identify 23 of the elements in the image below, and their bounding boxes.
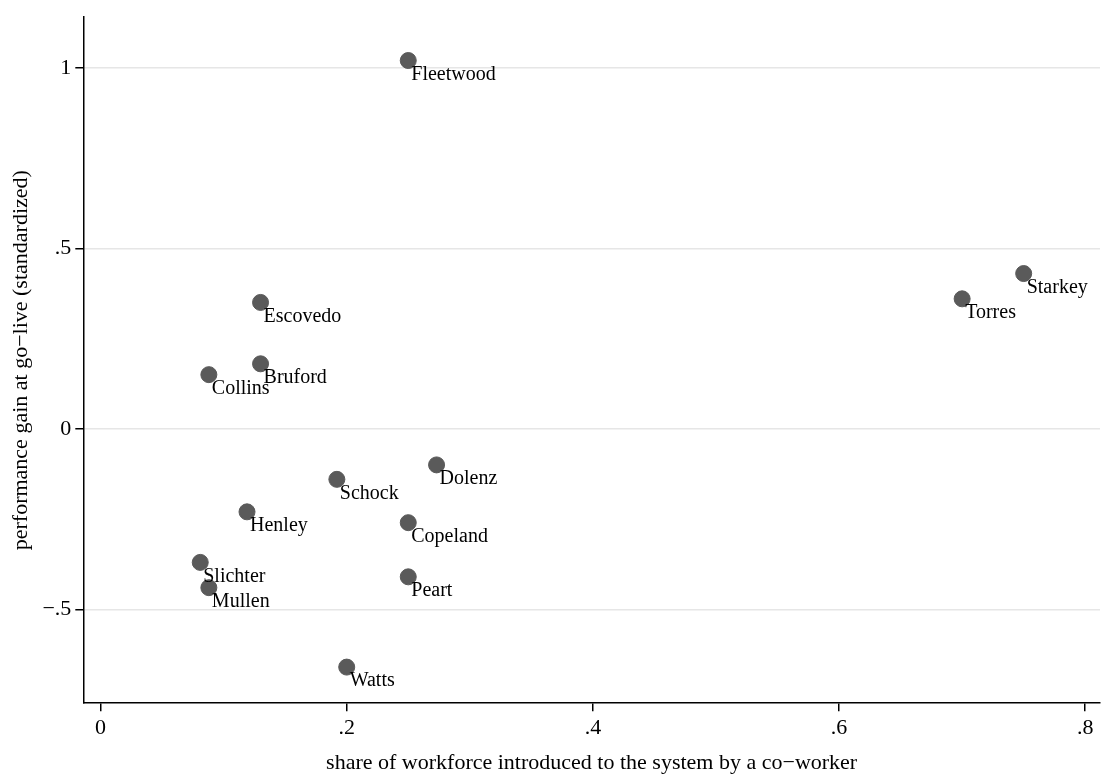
annotation: Starkey	[1026, 274, 1088, 298]
annotation: Mullen	[211, 588, 270, 611]
annotation: Torres	[965, 300, 1017, 323]
annotation: Schock	[339, 480, 399, 503]
x-tick-label: .4	[584, 714, 602, 740]
y-tick-label: −.5	[42, 595, 72, 621]
annotation: Peart	[411, 578, 453, 601]
annotation: Escovedo	[263, 303, 342, 326]
x-tick-label: .2	[338, 714, 355, 740]
x-tick-label: .8	[1076, 714, 1094, 740]
annotation: Slichter	[203, 563, 266, 586]
x-tick-label: 0	[95, 714, 107, 740]
y-axis-title: performance gain at go−live (standardized)	[6, 170, 32, 551]
annotation: Watts	[349, 668, 395, 691]
annotation: Fleetwood	[411, 61, 496, 84]
annotation: Copeland	[411, 523, 488, 547]
y-tick-label: 1	[60, 53, 72, 79]
x-axis-title: share of workforce introduced to the system by a co−worker	[326, 748, 858, 774]
annotation: Dolenz	[439, 466, 498, 489]
y-tick-label: .5	[54, 234, 72, 260]
annotation: Henley	[250, 513, 308, 537]
y-tick-label: 0	[60, 414, 72, 440]
x-tick-label: .6	[830, 714, 848, 740]
